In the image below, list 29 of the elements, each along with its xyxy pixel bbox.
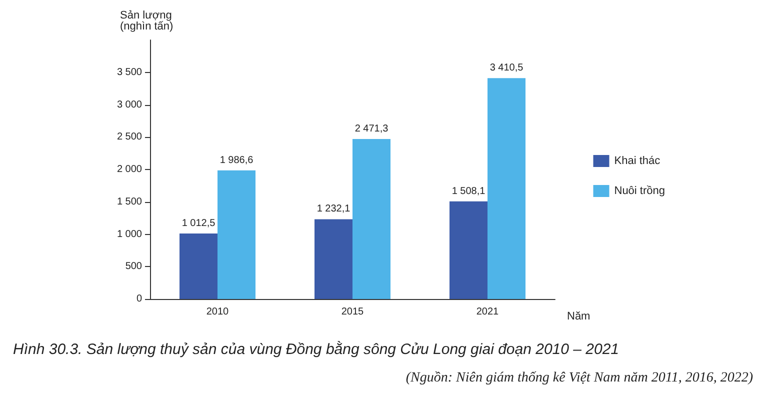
bar bbox=[450, 201, 488, 299]
data-label: 1 508,1 bbox=[452, 186, 486, 197]
x-tick-label: 2010 bbox=[206, 306, 230, 318]
y-tick-label: 0 bbox=[136, 294, 142, 304]
y-tick-label: 1 000 bbox=[116, 228, 142, 240]
x-tick-label: 2021 bbox=[476, 306, 500, 318]
legend-label: Nuôi trồng bbox=[614, 185, 666, 197]
text: (Nguồn: Niên giám thống kê Việt Nam năm 2011, 2016, 2022) bbox=[406, 370, 754, 386]
data-label: 1 232,1 bbox=[316, 204, 351, 215]
text: Hình 30.3. Sản lượng thuỷ sản của vùng Đồng bằng sông Cửu Long giai đoạn 2010 – 2021 bbox=[13, 340, 620, 358]
bar bbox=[352, 138, 390, 299]
y-tick-label: 1 500 bbox=[116, 196, 142, 208]
y-tick-label: 500 bbox=[125, 261, 142, 272]
data-label: 3 410,5 bbox=[490, 62, 524, 74]
y-tick-label: 2 500 bbox=[116, 132, 142, 143]
bar bbox=[180, 233, 218, 299]
y-tick-label: 2 000 bbox=[116, 164, 142, 175]
x-tick-label: 2015 bbox=[341, 306, 364, 318]
y-tick-label: 3 000 bbox=[116, 99, 142, 110]
bar bbox=[314, 219, 352, 299]
bar bbox=[488, 78, 526, 299]
data-label: 1 012,5 bbox=[182, 218, 216, 229]
y-tick-label: 3 500 bbox=[116, 66, 142, 78]
y-axis-title: Sản lượng (nghìn tấn) bbox=[120, 10, 174, 32]
legend-label: Khai thác bbox=[614, 155, 661, 167]
bar bbox=[218, 170, 256, 299]
data-label: 2 471,3 bbox=[354, 123, 389, 134]
data-label: 1 986,6 bbox=[220, 154, 254, 166]
x-axis-title: Năm bbox=[567, 310, 590, 322]
